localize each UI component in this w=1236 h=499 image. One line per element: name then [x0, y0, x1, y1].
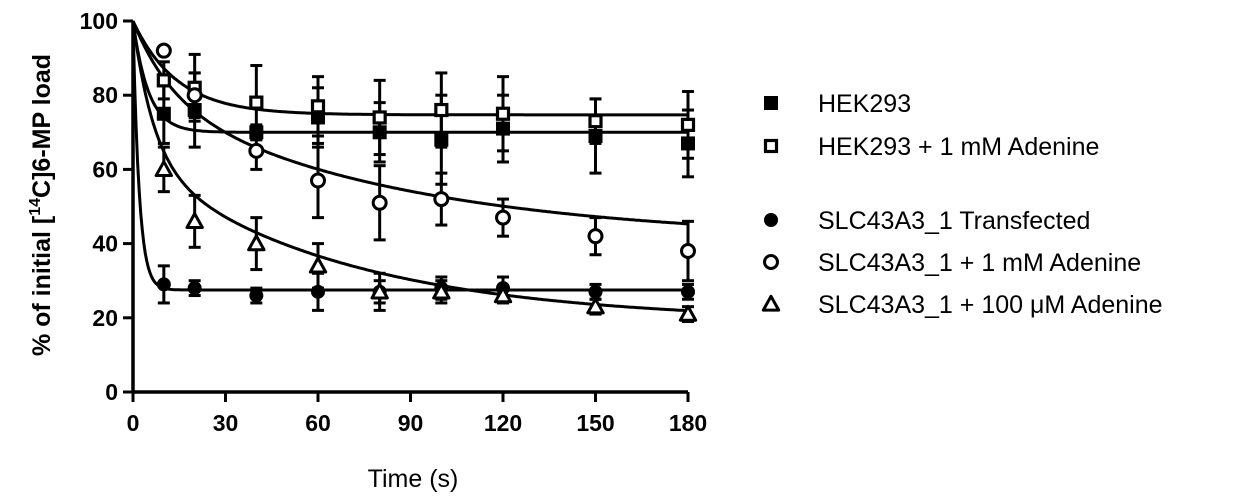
data-point — [156, 73, 171, 88]
legend-marker — [763, 138, 779, 154]
y-tick-label: 20 — [92, 305, 118, 331]
error-bars — [157, 45, 694, 324]
x-tick-label: 60 — [305, 410, 331, 436]
data-point — [156, 106, 171, 121]
data-point — [154, 160, 174, 178]
x-tick-label: 30 — [213, 410, 239, 436]
legend-label: HEK293 + 1 mM Adenine — [818, 133, 1099, 161]
fit-curve — [131, 20, 688, 117]
y-tick-label: 0 — [105, 379, 118, 405]
y-tick-label: 40 — [92, 231, 118, 257]
data-point — [493, 286, 513, 304]
x-tick-label: 150 — [576, 410, 614, 436]
axes: 0 30 60 90 120 150 180 0 20 40 60 80 100 — [80, 8, 708, 436]
data-point — [310, 99, 326, 114]
y-axis-title: % of initial [14C]6-MP load — [27, 54, 56, 356]
legend-marker — [764, 96, 778, 110]
data-point — [186, 87, 203, 104]
data-point — [311, 110, 325, 125]
data-point — [371, 194, 388, 211]
y-axis-ticks: 0 20 40 60 80 100 — [80, 8, 133, 405]
fit-curve — [131, 20, 689, 313]
data-point — [588, 114, 603, 129]
data-point — [434, 132, 449, 147]
legend-marker — [764, 213, 778, 227]
data-point — [495, 106, 511, 121]
data-point — [308, 256, 328, 274]
y-tick-label: 60 — [92, 156, 118, 182]
data-point — [681, 136, 695, 151]
data-point — [434, 102, 449, 118]
y-axis-title-superscript: 14 — [27, 198, 44, 216]
legend-label: SLC43A3_1 + 1 mM Adenine — [818, 249, 1141, 277]
data-point — [156, 277, 171, 292]
legend-label: HEK293 — [818, 90, 911, 118]
data-point — [310, 172, 326, 189]
legend-marker — [761, 294, 781, 312]
data-point — [433, 191, 450, 208]
y-axis-title-prefix: % of initial [ — [28, 215, 56, 356]
x-tick-label: 90 — [398, 410, 424, 436]
y-axis-title-suffix: C]6-MP load — [28, 54, 56, 198]
x-axis-title: Time (s) — [368, 465, 459, 493]
data-point — [587, 228, 604, 245]
data-point — [588, 129, 603, 144]
fit-curve — [131, 20, 689, 226]
legend-label: SLC43A3_1 Transfected — [818, 207, 1090, 235]
data-point — [249, 125, 264, 140]
data-point — [678, 304, 698, 322]
data-point — [680, 243, 696, 260]
data-point — [372, 110, 387, 125]
data-point — [187, 103, 202, 118]
plot-area — [131, 20, 698, 324]
x-tick-label: 180 — [669, 410, 707, 436]
y-tick-label: 80 — [92, 82, 118, 108]
x-axis-ticks: 0 30 60 90 120 150 180 — [127, 392, 707, 436]
data-point — [370, 282, 389, 300]
data-point — [311, 284, 325, 299]
fit-curves — [131, 20, 689, 313]
data-point — [495, 209, 511, 226]
data-point — [155, 42, 172, 59]
legend-label: SLC43A3_1 + 100 μM Adenine — [818, 291, 1163, 319]
data-markers — [154, 42, 698, 322]
fit-curve — [131, 20, 688, 292]
data-point — [248, 142, 265, 159]
data-point — [432, 282, 451, 300]
data-point — [681, 284, 695, 299]
x-tick-label: 0 — [127, 410, 140, 436]
data-point — [680, 117, 696, 132]
legend: HEK293 HEK293 + 1 mM Adenine SLC43A3_1 Tra… — [761, 90, 1163, 319]
legend-marker — [763, 254, 779, 270]
data-point — [185, 212, 204, 229]
data-point — [586, 297, 605, 315]
data-point — [249, 288, 264, 303]
data-point — [187, 281, 202, 296]
data-point — [247, 234, 266, 252]
data-point — [496, 121, 510, 136]
data-point — [372, 125, 387, 140]
data-point — [588, 284, 603, 299]
x-tick-label: 120 — [484, 410, 522, 436]
y-tick-label: 100 — [80, 8, 118, 34]
data-point — [249, 95, 264, 110]
